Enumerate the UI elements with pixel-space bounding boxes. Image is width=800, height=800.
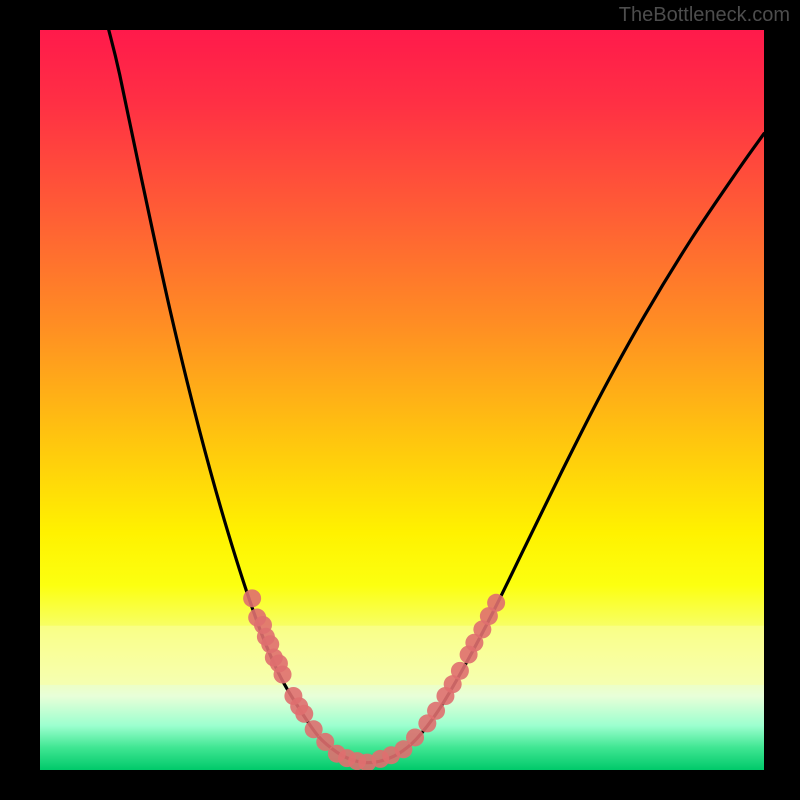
data-marker (451, 662, 469, 680)
watermark-text: TheBottleneck.com (619, 4, 790, 27)
chart-border-bottom (0, 770, 800, 800)
data-marker (274, 666, 292, 684)
data-marker (243, 589, 261, 607)
data-marker (295, 705, 313, 723)
highlight-band (40, 626, 764, 685)
data-marker (487, 594, 505, 612)
data-marker (406, 728, 424, 746)
bottleneck-chart (40, 30, 764, 770)
chart-border-left (0, 0, 40, 800)
chart-border-right (764, 0, 800, 800)
data-marker (427, 702, 445, 720)
